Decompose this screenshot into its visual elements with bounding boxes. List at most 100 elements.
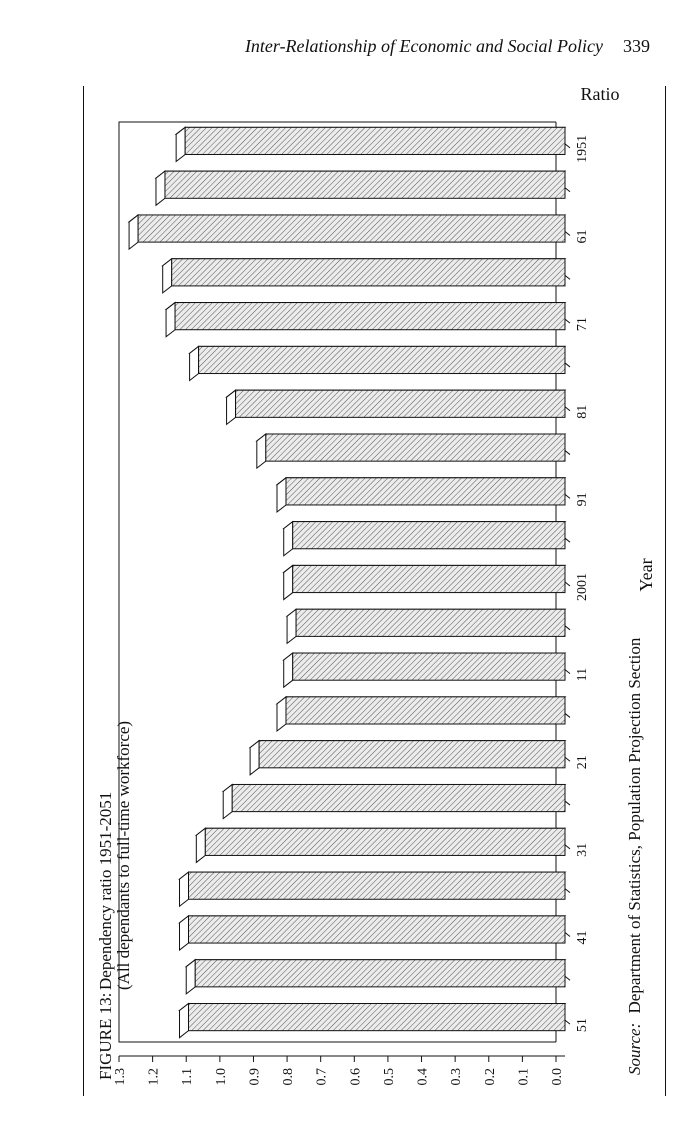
category-tick <box>564 888 571 894</box>
value-tick-label: 0.6 <box>348 1068 363 1086</box>
page-number: 339 <box>623 36 650 56</box>
value-tick-label: 1.0 <box>214 1068 229 1086</box>
bar <box>292 564 566 594</box>
bar <box>188 915 566 944</box>
value-tick-label: 1.3 <box>113 1068 128 1086</box>
category-tick-label: 1951 <box>575 135 590 163</box>
plot-area: 0.0 0.1 0.2 0.3 0.4 0.5 0.6 0.7 0.8 0.9 1.0 1.1 1.2 1… <box>113 121 590 1086</box>
bar-end-cap <box>283 652 294 689</box>
figure-subtitle: (All dependants to full-time workforce) <box>114 721 133 990</box>
category-tick <box>564 187 571 193</box>
category-tick-label: 11 <box>575 668 590 681</box>
category-tick <box>564 537 571 543</box>
category-tick <box>564 231 571 236</box>
svg-text:Source: Department of St: Source: Department of Statistics, Popula… <box>625 637 644 1075</box>
x-axis-title: Year <box>636 558 656 591</box>
bar-end-cap <box>276 476 287 513</box>
bar <box>188 1003 566 1032</box>
bar <box>285 477 566 506</box>
figure-label: FIGURE 13: <box>96 993 115 1080</box>
value-tick-label: 0.7 <box>315 1068 330 1086</box>
category-tick-label: 31 <box>575 843 590 857</box>
category-tick <box>564 800 571 806</box>
category-tick <box>564 669 571 675</box>
value-tick-label: 0.9 <box>247 1068 262 1086</box>
category-tick <box>564 932 571 937</box>
bar-end-cap <box>179 1002 190 1039</box>
value-tick-label: 0.8 <box>281 1068 296 1086</box>
value-tick-label: 0.2 <box>483 1068 498 1086</box>
category-tick <box>564 362 571 368</box>
bar-end-cap <box>185 958 196 995</box>
bar-end-cap <box>195 827 206 864</box>
category-tick <box>564 143 571 149</box>
category-tick <box>564 274 571 280</box>
source-text: Department of Statistics, Population Pro… <box>625 637 644 1013</box>
category-tick-label: 61 <box>575 230 590 244</box>
bar-end-cap <box>165 301 176 338</box>
category-tick <box>564 625 571 631</box>
bar <box>231 783 566 813</box>
bar-end-cap <box>249 739 260 776</box>
category-tick <box>564 713 571 718</box>
bar <box>164 170 566 199</box>
bar <box>292 652 566 681</box>
category-tick <box>564 450 571 455</box>
y-axis-title: Ratio <box>581 84 620 104</box>
bar <box>204 827 566 856</box>
bar <box>285 696 566 725</box>
category-tick-label: 91 <box>575 492 590 506</box>
bar-end-cap <box>283 520 294 557</box>
bar <box>137 214 566 243</box>
value-tick-label: 0.3 <box>449 1068 464 1086</box>
category-tick <box>564 318 571 324</box>
figure-title: Dependency ratio 1951-2051 <box>96 792 115 990</box>
bar-end-cap <box>179 914 190 952</box>
bar-end-cap <box>286 608 297 645</box>
bar-end-cap <box>276 695 287 733</box>
figure-top-rule <box>83 86 84 1096</box>
value-tick-label: 0.1 <box>516 1068 531 1086</box>
bar-end-cap <box>179 871 190 908</box>
bar <box>235 389 566 418</box>
category-tick-label: 2001 <box>575 573 590 601</box>
value-tick-label: 0.0 <box>550 1068 565 1086</box>
bar-end-cap <box>175 126 186 163</box>
figure-bottom-rule <box>665 86 666 1096</box>
bar <box>174 302 566 331</box>
bar <box>265 433 566 462</box>
category-tick-label: 51 <box>575 1018 590 1032</box>
bar-end-cap <box>128 213 139 251</box>
category-tick-label: 21 <box>575 755 590 769</box>
bar-end-cap <box>155 170 166 207</box>
category-tick <box>564 975 571 981</box>
bar-end-cap <box>162 257 173 294</box>
bar <box>292 521 566 550</box>
bar <box>198 345 566 375</box>
category-tick-label: 71 <box>575 317 590 331</box>
bar <box>295 608 566 637</box>
plot-frame <box>118 121 556 1043</box>
bar-end-cap <box>189 345 200 382</box>
source-label: Source: <box>625 1023 644 1075</box>
bar <box>171 258 566 287</box>
value-tick-label: 0.5 <box>382 1068 397 1086</box>
category-tick-label: 41 <box>575 930 590 944</box>
bar-end-cap <box>222 783 233 820</box>
category-tick <box>564 493 571 499</box>
page-header: Inter-Relationship of Economic and Socia… <box>100 36 650 66</box>
category-tick-label: 81 <box>575 405 590 419</box>
bar <box>184 126 566 155</box>
value-tick-label: 1.2 <box>147 1068 162 1086</box>
category-tick <box>564 756 571 762</box>
category-tick <box>564 844 571 850</box>
category-tick <box>564 406 571 412</box>
bar-end-cap <box>283 564 294 601</box>
bar <box>188 871 566 900</box>
value-tick-label: 1.1 <box>180 1068 195 1086</box>
bar-end-cap <box>226 389 237 426</box>
bar-end-cap <box>256 432 267 470</box>
value-tick-label: 0.4 <box>416 1068 431 1086</box>
running-title: Inter-Relationship of Economic and Socia… <box>244 36 603 56</box>
